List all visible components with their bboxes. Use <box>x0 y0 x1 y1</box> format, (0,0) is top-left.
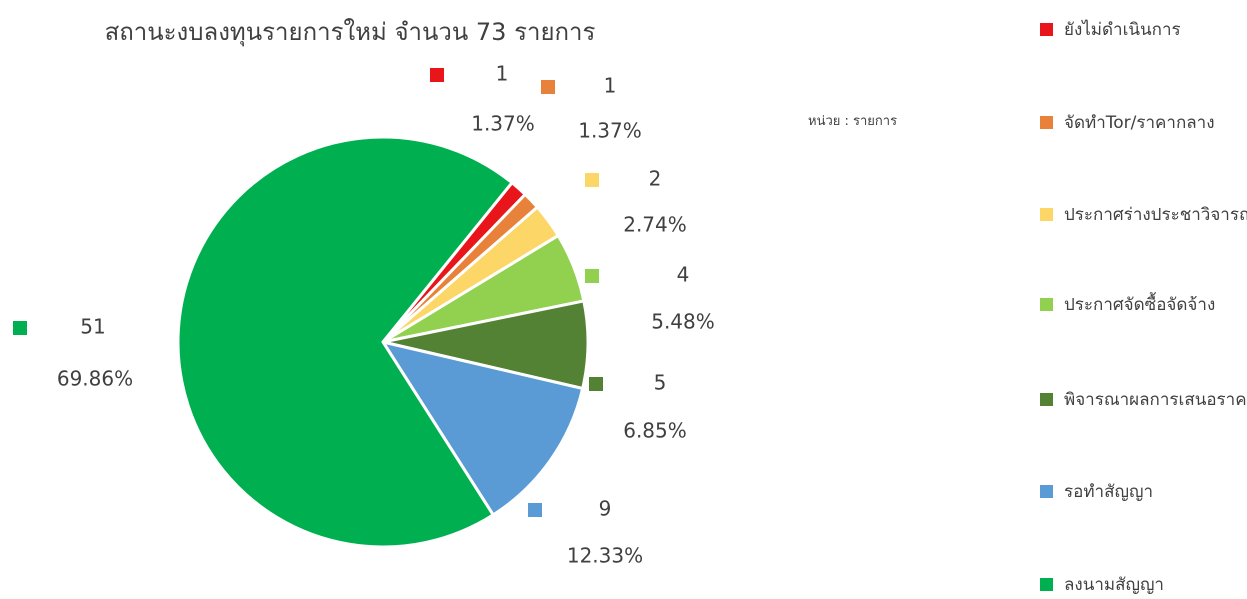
chart: สถานะงบลงทุนรายการใหม่ จำนวน 73 รายการ 1… <box>13 18 715 568</box>
legend-item: ยังไม่ดำเนินการ <box>1040 10 1247 50</box>
label-swatch <box>589 377 603 391</box>
data-label: 4 <box>677 263 690 287</box>
legend-item: รอทำสัญญา <box>1040 472 1247 512</box>
chart-title: สถานะงบลงทุนรายการใหม่ จำนวน 73 รายการ <box>105 18 596 47</box>
legend-label: ลงนามสัญญา <box>1064 575 1164 595</box>
label-swatch <box>528 503 542 517</box>
percent-label: 1.37% <box>578 119 642 143</box>
legend-label: ประกาศจัดซื้อจัดจ้าง <box>1064 295 1216 315</box>
legend-item: ประกาศร่างประชาวิจารณ์ <box>1040 195 1247 235</box>
legend-swatch <box>1040 298 1053 311</box>
legend-label: จัดทำTor/ราคากลาง <box>1064 113 1215 133</box>
data-label: 9 <box>599 497 612 521</box>
data-label: 1 <box>496 62 509 86</box>
pie-slice <box>176 135 515 549</box>
legend-label: รอทำสัญญา <box>1064 482 1153 502</box>
percent-label: 12.33% <box>567 544 643 568</box>
legend-swatch <box>1040 485 1053 498</box>
data-label: 1 <box>604 74 617 98</box>
percent-label: 2.74% <box>623 213 687 237</box>
legend-label: พิจารณาผลการเสนอราคา <box>1064 390 1247 410</box>
unit-label: หน่วย : รายการ <box>808 114 898 129</box>
label-swatch <box>585 269 599 283</box>
legend-label: ประกาศร่างประชาวิจารณ์ <box>1064 205 1247 225</box>
percent-label: 69.86% <box>57 367 133 391</box>
label-swatch <box>541 80 555 94</box>
legend-item: ประกาศจัดซื้อจัดจ้าง <box>1040 285 1247 325</box>
data-label: 2 <box>649 167 662 191</box>
pie-slice <box>379 339 585 517</box>
legend-swatch <box>1040 23 1053 36</box>
percent-label: 1.37% <box>471 112 535 136</box>
legend-item: ลงนามสัญญา <box>1040 565 1247 599</box>
percent-label: 6.85% <box>623 419 687 443</box>
percent-label: 5.48% <box>651 310 715 334</box>
label-swatch <box>13 321 27 335</box>
legend-label: ยังไม่ดำเนินการ <box>1064 20 1181 40</box>
legend-swatch <box>1040 116 1053 129</box>
label-swatch <box>585 173 599 187</box>
label-swatch <box>430 68 444 82</box>
legend-swatch <box>1040 393 1053 406</box>
data-label: 51 <box>80 315 105 339</box>
legend-item: พิจารณาผลการเสนอราคา <box>1040 380 1247 420</box>
data-label: 5 <box>654 371 667 395</box>
legend-item: จัดทำTor/ราคากลาง <box>1040 103 1247 143</box>
legend-swatch <box>1040 208 1053 221</box>
legend-swatch <box>1040 578 1053 591</box>
